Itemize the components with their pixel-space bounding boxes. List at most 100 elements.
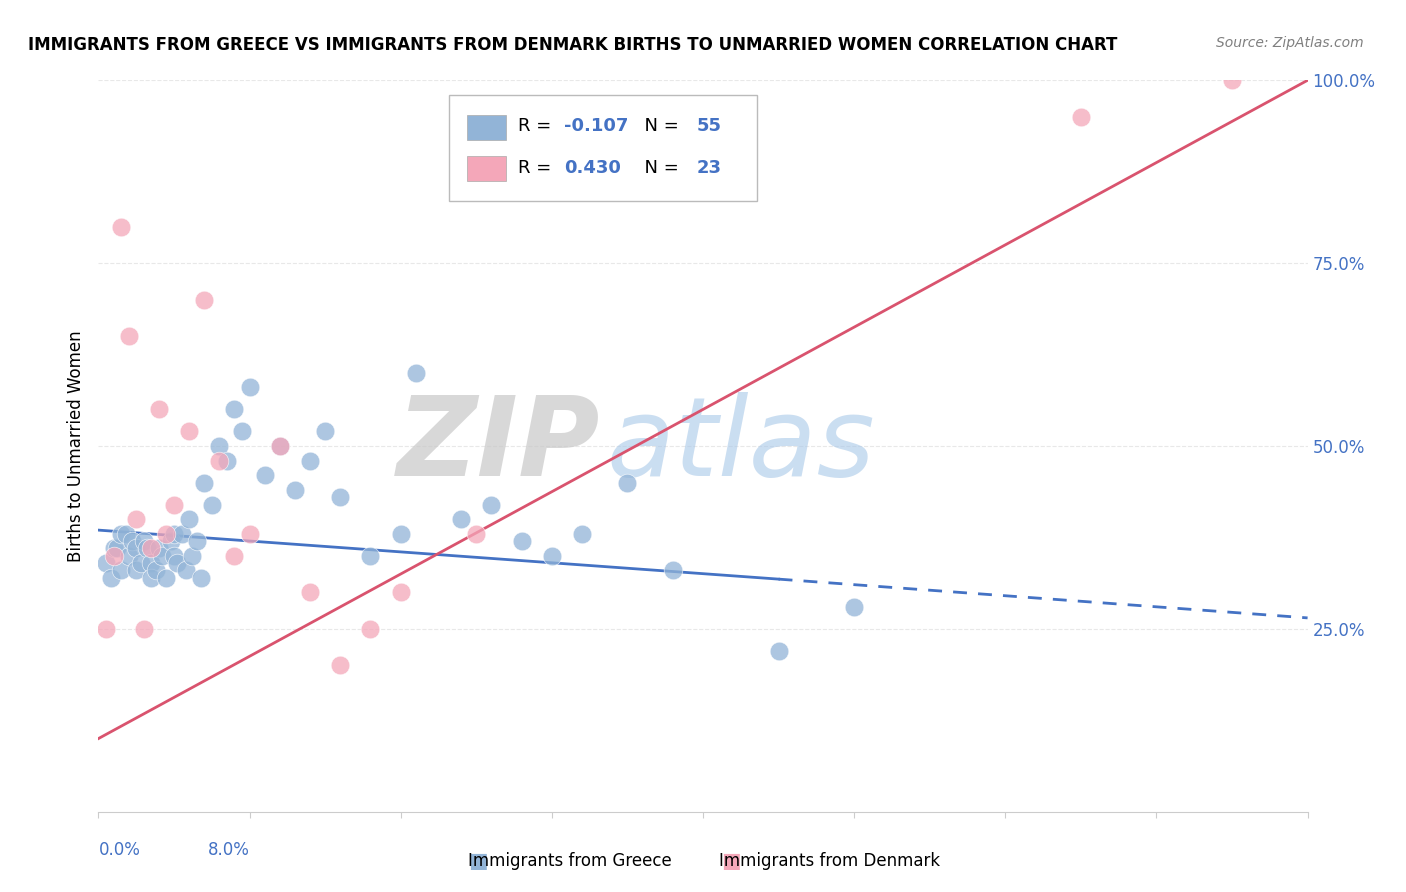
Text: Immigrants from Greece: Immigrants from Greece [468, 852, 671, 870]
Point [145, 563, 167, 577]
Point [100, 571, 122, 585]
Point [179, 512, 201, 526]
Point [166, 556, 188, 570]
Point [201, 498, 224, 512]
Point [465, 526, 488, 541]
Point [141, 556, 163, 570]
Point [360, 549, 382, 563]
Point [125, 512, 148, 526]
Point [163, 549, 186, 563]
Point [231, 425, 253, 439]
Point [103, 541, 125, 556]
Point [121, 534, 143, 549]
Point [299, 453, 322, 467]
Point [1220, 73, 1243, 87]
Point [269, 439, 291, 453]
Point [150, 549, 173, 563]
Point [174, 563, 197, 577]
Text: 55: 55 [697, 118, 721, 136]
Text: Source: ZipAtlas.com: Source: ZipAtlas.com [1216, 36, 1364, 50]
Point [148, 541, 170, 556]
Point [148, 402, 170, 417]
Point [284, 483, 307, 497]
Point [132, 622, 155, 636]
Text: -0.107: -0.107 [564, 118, 628, 136]
Point [94, 622, 117, 636]
Point [163, 498, 186, 512]
Point [329, 490, 352, 504]
Point [193, 475, 215, 490]
Point [314, 425, 336, 439]
Text: 23: 23 [697, 159, 721, 177]
Text: ■: ■ [468, 851, 488, 871]
Point [616, 475, 638, 490]
Point [110, 563, 132, 577]
Point [269, 439, 291, 453]
Text: IMMIGRANTS FROM GREECE VS IMMIGRANTS FROM DENMARK BIRTHS TO UNMARRIED WOMEN CORR: IMMIGRANTS FROM GREECE VS IMMIGRANTS FRO… [28, 36, 1118, 54]
Point [540, 549, 562, 563]
Y-axis label: Births to Unmarried Women: Births to Unmarried Women [66, 330, 84, 562]
Point [155, 571, 177, 585]
Point [389, 526, 412, 541]
Text: atlas: atlas [606, 392, 875, 500]
Point [141, 541, 163, 556]
Point [181, 549, 204, 563]
Point [190, 571, 212, 585]
Point [118, 549, 141, 563]
FancyBboxPatch shape [467, 115, 506, 139]
Point [208, 439, 231, 453]
Point [155, 526, 177, 541]
Text: R =: R = [517, 118, 557, 136]
Point [481, 498, 503, 512]
Point [360, 622, 382, 636]
Point [193, 293, 215, 307]
Point [179, 425, 201, 439]
Point [103, 549, 125, 563]
Text: ZIP: ZIP [396, 392, 600, 500]
Point [163, 526, 186, 541]
Point [186, 534, 208, 549]
Point [215, 453, 238, 467]
Point [125, 541, 148, 556]
Text: 0.0%: 0.0% [98, 841, 141, 859]
Point [208, 453, 231, 467]
Point [160, 534, 183, 549]
Text: N =: N = [633, 159, 685, 177]
Point [253, 468, 276, 483]
Point [450, 512, 472, 526]
Point [239, 526, 262, 541]
Point [768, 644, 790, 658]
Point [299, 585, 322, 599]
Point [405, 366, 427, 380]
Point [389, 585, 412, 599]
Point [239, 380, 262, 394]
Point [141, 571, 163, 585]
Point [844, 599, 866, 614]
Point [661, 563, 683, 577]
Point [129, 556, 152, 570]
Point [110, 219, 132, 234]
Point [118, 329, 141, 343]
Point [110, 526, 132, 541]
Text: 8.0%: 8.0% [208, 841, 250, 859]
Point [114, 526, 136, 541]
Text: N =: N = [633, 118, 685, 136]
Point [224, 549, 246, 563]
Point [571, 526, 593, 541]
Text: 0.430: 0.430 [564, 159, 621, 177]
FancyBboxPatch shape [467, 156, 506, 181]
Point [329, 658, 352, 673]
Text: R =: R = [517, 159, 557, 177]
Text: Immigrants from Denmark: Immigrants from Denmark [718, 852, 941, 870]
Point [94, 556, 117, 570]
Point [135, 541, 157, 556]
Point [132, 534, 155, 549]
Text: ■: ■ [721, 851, 741, 871]
Point [510, 534, 533, 549]
Point [105, 541, 128, 556]
Point [224, 402, 246, 417]
Point [170, 526, 193, 541]
Point [125, 563, 148, 577]
FancyBboxPatch shape [449, 95, 758, 201]
Point [1070, 110, 1092, 124]
